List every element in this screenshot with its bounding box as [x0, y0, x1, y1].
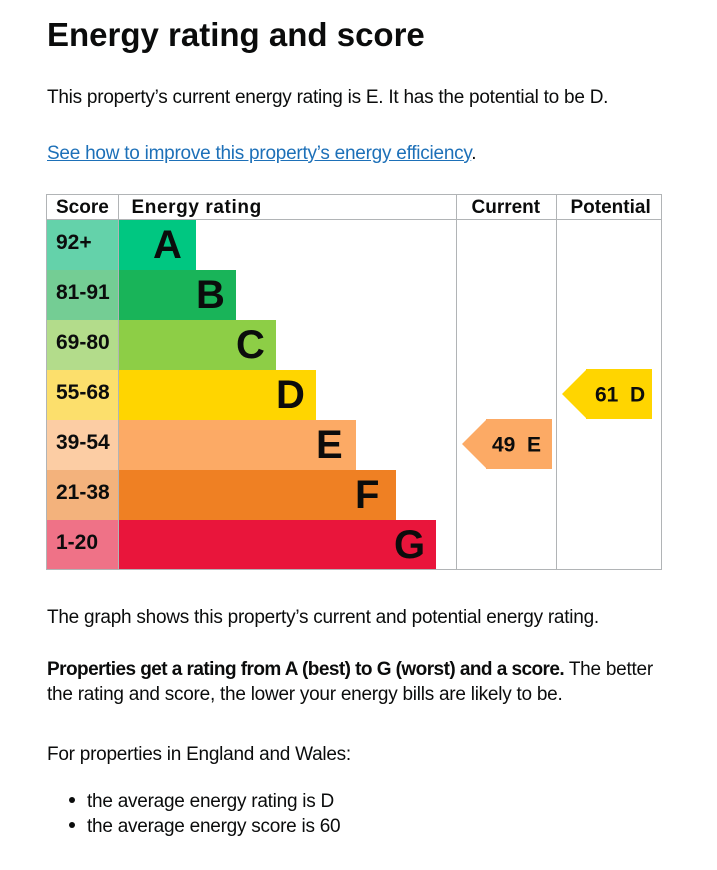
svg-text:Potential: Potential — [571, 197, 651, 218]
svg-text:1-20: 1-20 — [56, 531, 98, 554]
svg-text:81-91: 81-91 — [56, 281, 110, 304]
svg-text:F: F — [355, 473, 379, 517]
svg-text:69-80: 69-80 — [56, 331, 110, 354]
svg-text:A: A — [153, 223, 182, 267]
svg-text:39-54: 39-54 — [56, 431, 110, 454]
svg-text:D: D — [276, 373, 305, 417]
svg-text:21-38: 21-38 — [56, 481, 110, 504]
svg-text:Score: Score — [56, 197, 109, 218]
svg-text:E: E — [316, 423, 343, 467]
svg-text:G: G — [394, 523, 425, 567]
svg-text:49 E: 49 E — [492, 434, 541, 457]
svg-text:92+: 92+ — [56, 231, 92, 254]
svg-text:55-68: 55-68 — [56, 381, 110, 404]
svg-text:B: B — [196, 273, 225, 317]
svg-text:Energy rating: Energy rating — [132, 197, 262, 218]
svg-text:C: C — [236, 323, 265, 367]
svg-text:Current: Current — [472, 197, 541, 218]
svg-text:61 D: 61 D — [595, 384, 645, 407]
